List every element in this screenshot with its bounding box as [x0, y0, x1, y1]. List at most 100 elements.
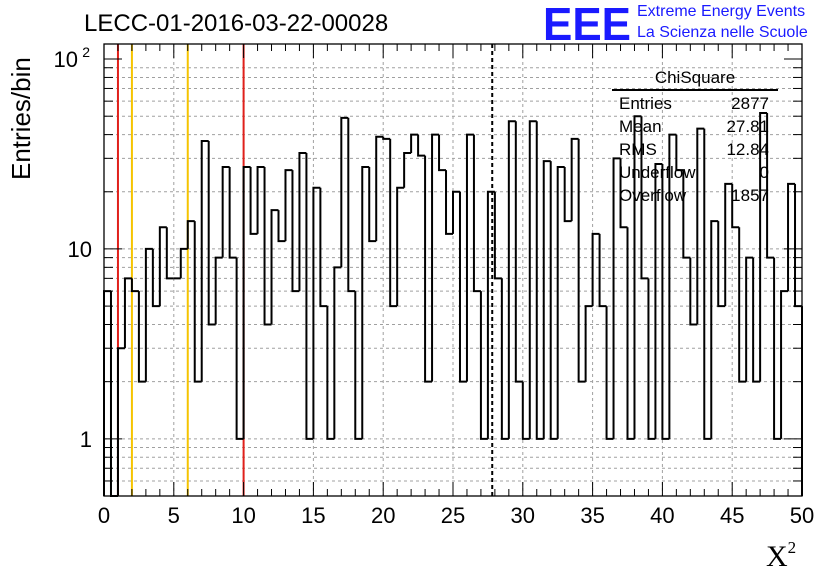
stats-value: 0	[759, 163, 769, 182]
histogram-bin	[333, 266, 342, 439]
histogram-bin	[738, 227, 747, 383]
histogram-bin	[312, 186, 321, 439]
histogram-bin	[235, 257, 244, 440]
axes	[103, 43, 803, 497]
histogram-bin	[193, 221, 202, 383]
histogram-bin	[710, 220, 719, 439]
histogram-bin	[584, 305, 593, 382]
histogram-bin	[151, 248, 160, 308]
stats-value: 12.84	[726, 140, 769, 159]
x-axis-label: X2	[766, 538, 796, 574]
histogram-bin	[731, 183, 740, 229]
histogram-bin	[577, 138, 586, 383]
x-tick-label: 30	[511, 503, 535, 528]
y-axis-label: Entries/bin	[6, 57, 36, 180]
x-axis-label-superscript: 2	[787, 538, 797, 557]
histogram-bin	[486, 190, 495, 439]
histogram-bin	[179, 247, 188, 279]
histogram-bin	[752, 257, 761, 383]
grid-lines	[104, 44, 802, 497]
y-tick-label-superscript: 2	[82, 44, 90, 60]
histogram-bin	[794, 183, 802, 308]
histogram-bin	[389, 138, 398, 308]
logo-text: EEE	[543, 0, 631, 45]
stats-label: Overflow	[619, 186, 687, 205]
histogram-bin	[647, 278, 656, 440]
histogram-bin	[130, 278, 139, 293]
histogram-bin	[745, 256, 754, 382]
histogram-bin	[270, 209, 279, 325]
stats-row-entries: Entries 2877	[619, 94, 769, 114]
histogram-bin	[109, 291, 118, 497]
x-tick-label: 15	[301, 503, 325, 528]
histogram-bin	[123, 277, 132, 349]
histogram-bin	[165, 227, 174, 280]
histogram-bin	[766, 112, 775, 259]
histogram-bin	[682, 170, 691, 259]
histogram-bin	[696, 127, 705, 325]
x-tick-label: 0	[98, 503, 110, 528]
stats-row-underflow: Underflow 0	[619, 163, 769, 183]
y-tick-label: 10	[68, 237, 92, 262]
histogram-bin	[703, 128, 712, 440]
x-tick-label: 5	[168, 503, 180, 528]
x-tick-label: 35	[580, 503, 604, 528]
histogram-bin	[661, 164, 670, 440]
histogram-bin	[431, 133, 440, 382]
histogram-bin	[445, 170, 453, 235]
histogram-bin	[640, 116, 649, 280]
histogram-bin	[298, 152, 307, 292]
histogram-bin	[626, 227, 635, 440]
brand-line-2: La Scienza nelle Scuole	[637, 24, 808, 41]
histogram-bin	[207, 141, 216, 326]
stats-row-mean: Mean 27.81	[619, 117, 769, 137]
stats-value: 2877	[731, 94, 769, 113]
histogram-bin	[563, 167, 572, 223]
x-tick-label: 40	[650, 503, 674, 528]
eee-logo: EEE	[543, 0, 631, 45]
histogram-bin	[424, 155, 433, 383]
histogram-bin	[598, 233, 607, 308]
stats-value: 1857	[731, 186, 769, 205]
histogram-bin	[417, 134, 426, 157]
stats-row-rms: RMS 12.84	[619, 140, 769, 160]
histogram-bin	[591, 232, 600, 307]
histogram-bin	[137, 291, 146, 383]
histogram-bin	[361, 166, 370, 439]
stats-label: Entries	[619, 94, 672, 113]
histogram-bin	[291, 170, 300, 293]
x-tick-label: 25	[441, 503, 465, 528]
histogram-bin	[249, 167, 258, 235]
histogram-bin	[403, 152, 412, 188]
histogram-bin	[479, 291, 488, 440]
histogram-bin	[619, 158, 628, 229]
x-tick-label: 50	[790, 503, 814, 528]
stats-label: RMS	[619, 140, 657, 159]
histogram-bin	[724, 182, 733, 307]
histogram-bin	[500, 278, 509, 440]
histogram-bin	[612, 157, 621, 439]
histogram-bin	[472, 134, 481, 293]
histogram-bin	[528, 120, 537, 439]
histogram-bin	[493, 191, 502, 280]
histogram-bin	[556, 166, 565, 439]
histogram-bin	[507, 120, 516, 439]
histogram-bin	[675, 134, 684, 172]
histogram-bin	[654, 163, 663, 439]
histogram-bin	[521, 381, 530, 440]
histogram-bin	[284, 169, 293, 242]
histogram-bin	[368, 167, 377, 243]
x-tick-label: 20	[371, 503, 395, 528]
stats-title: ChiSquare	[654, 68, 736, 87]
stats-value: 27.81	[726, 117, 769, 136]
histogram-bin	[375, 135, 384, 242]
x-tick-label: 45	[720, 503, 744, 528]
stats-label: Mean	[619, 117, 662, 136]
histogram-bin	[465, 133, 474, 382]
brand-line-1: Extreme Energy Events	[637, 3, 806, 20]
run-title: LECC-01-2016-03-22-00028	[84, 10, 389, 37]
histogram-bin	[458, 191, 467, 383]
x-tick-label: 10	[231, 503, 255, 528]
